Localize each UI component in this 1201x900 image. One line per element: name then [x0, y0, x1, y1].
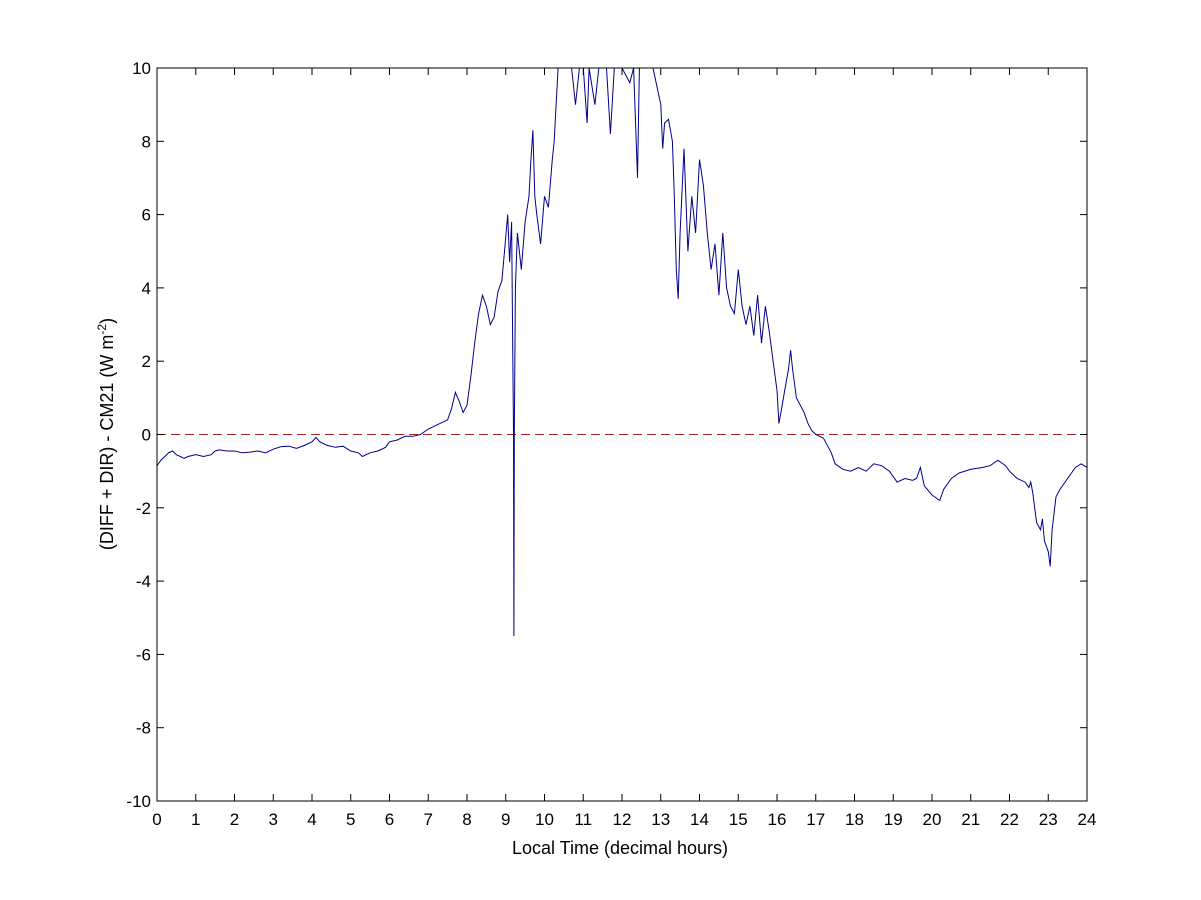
x-tick-label: 18 — [845, 810, 864, 829]
x-tick-label: 17 — [806, 810, 825, 829]
data-series-line — [157, 68, 1087, 637]
x-tick-label: 5 — [346, 810, 355, 829]
x-tick-label: 22 — [1000, 810, 1019, 829]
x-tick-label: 6 — [385, 810, 394, 829]
x-tick-label: 13 — [651, 810, 670, 829]
y-axis-tick-labels: -10 -8 -6 -4 -2 0 2 4 6 8 10 — [126, 59, 151, 811]
x-tick-label: 11 — [574, 810, 592, 829]
y-tick-label: 6 — [142, 206, 151, 225]
y-tick-label: -6 — [136, 645, 151, 664]
x-axis-title: Local Time (decimal hours) — [512, 838, 728, 858]
x-tick-label: 1 — [191, 810, 200, 829]
x-tick-label: 24 — [1078, 810, 1097, 829]
x-tick-label: 21 — [961, 810, 980, 829]
y-tick-label: 4 — [142, 279, 151, 298]
x-tick-label: 12 — [613, 810, 632, 829]
x-tick-label: 16 — [768, 810, 787, 829]
y-axis-title-main: (DIFF + DIR) - CM21 (W m — [97, 335, 117, 550]
x-axis-ticks — [156, 68, 1088, 801]
y-tick-label: -8 — [136, 719, 151, 738]
x-tick-label: 2 — [230, 810, 239, 829]
x-tick-label: 23 — [1039, 810, 1058, 829]
x-tick-label: 4 — [307, 810, 316, 829]
y-axis-title: (DIFF + DIR) - CM21 (W m-2) — [95, 318, 117, 550]
x-tick-label: 19 — [884, 810, 903, 829]
x-tick-label: 14 — [690, 810, 709, 829]
y-axis-ticks — [157, 67, 1087, 802]
x-tick-label: 3 — [269, 810, 278, 829]
x-tick-label: 15 — [729, 810, 748, 829]
y-tick-label: -2 — [136, 499, 151, 518]
y-tick-label: 2 — [142, 352, 151, 371]
x-tick-label: 8 — [462, 810, 471, 829]
x-tick-label: 10 — [535, 810, 554, 829]
x-axis-tick-labels: 0 1 2 3 4 5 6 7 8 9 10 11 12 13 14 15 16 17 18 19 20 21 22 23 24 — [152, 810, 1096, 829]
y-tick-label: 10 — [132, 59, 151, 78]
y-axis-title-superscript: -2 — [95, 324, 109, 335]
y-tick-label: 8 — [142, 132, 151, 151]
x-tick-label: 7 — [424, 810, 433, 829]
y-tick-label: -4 — [136, 572, 151, 591]
y-tick-label: -10 — [126, 792, 151, 811]
y-axis-title-suffix: ) — [97, 318, 117, 324]
y-tick-label: 0 — [142, 426, 151, 445]
x-tick-label: 20 — [923, 810, 942, 829]
x-tick-label: 0 — [152, 810, 161, 829]
x-tick-label: 9 — [501, 810, 510, 829]
